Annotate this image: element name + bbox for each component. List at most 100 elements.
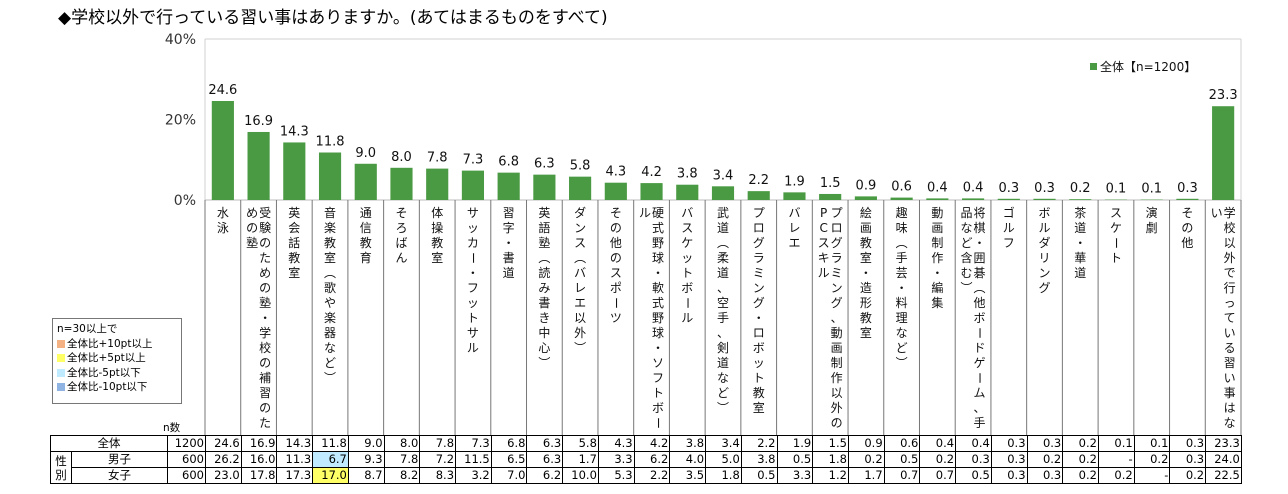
table-cell: 0.5 bbox=[883, 451, 921, 468]
category-label-char: い bbox=[1224, 371, 1236, 385]
category-label-char: 空 bbox=[717, 296, 729, 310]
bar bbox=[247, 131, 270, 200]
category-label-char: ラ bbox=[753, 251, 765, 265]
category-label-char: ボ bbox=[1039, 206, 1051, 220]
table-cell: 6.7 bbox=[312, 451, 349, 468]
category-label-char: 泳 bbox=[217, 221, 229, 235]
table-cell: 5.8 bbox=[562, 435, 599, 452]
category-label-char: 剣 bbox=[717, 341, 729, 355]
category-label-char: 教 bbox=[360, 235, 372, 250]
category-label-char: ツ bbox=[610, 311, 622, 325]
category-label-char: ︵ bbox=[574, 251, 586, 265]
category-label-char: 室 bbox=[324, 250, 336, 265]
category-label-char: 品 bbox=[961, 206, 973, 220]
category-label-char: で bbox=[1224, 266, 1236, 280]
category-label-char: ︶ bbox=[717, 401, 729, 415]
table-cell: 7.3 bbox=[455, 435, 492, 452]
category-label-char: 手 bbox=[717, 311, 729, 325]
category-label-char: な bbox=[961, 221, 973, 235]
category-label-char: 英 bbox=[538, 206, 550, 220]
category-label-char: の bbox=[259, 281, 271, 295]
table-cell: 7.8 bbox=[419, 435, 457, 452]
category-label-char: 英 bbox=[288, 206, 300, 220]
category-label-char: 道 bbox=[1074, 221, 1086, 235]
bar-value-label: 0.1 bbox=[1106, 182, 1127, 197]
category-label-char: 演 bbox=[1146, 205, 1158, 220]
highlight-legend-label: 全体比-10pt以下 bbox=[67, 381, 148, 393]
bar bbox=[426, 168, 449, 200]
category-label-char: ス bbox=[818, 236, 830, 250]
category-label-char: 受 bbox=[259, 206, 271, 220]
category-label-char: 教 bbox=[860, 235, 872, 250]
table-cell: 3.3 bbox=[597, 451, 635, 468]
category-label-char: 道 bbox=[503, 266, 515, 280]
category-label-char: プ bbox=[753, 206, 765, 220]
category-label-char: 習 bbox=[503, 206, 515, 220]
y-tick-label: 0% bbox=[174, 193, 196, 209]
table-cell: 6.2 bbox=[633, 451, 671, 468]
category-label-char: ・ bbox=[652, 266, 664, 280]
category-label-char: ば bbox=[395, 236, 407, 250]
category-label-char: ゴ bbox=[1003, 205, 1015, 220]
category-label-char: の bbox=[259, 236, 271, 250]
highlight-legend-title: n=30以上で bbox=[57, 323, 118, 335]
category-label-char: 球 bbox=[652, 251, 664, 265]
table-cell: 8.2 bbox=[383, 467, 421, 484]
table-cell: 0.2 bbox=[1026, 451, 1064, 468]
table-cell: 0.1 bbox=[1133, 435, 1171, 452]
category-label-char: 動 bbox=[931, 206, 943, 220]
table-cell: 9.3 bbox=[347, 451, 385, 468]
bar-chart: 0% 20% 40% 24.6 16.9 14.3 11.8 9.0 8.0 7.8 7.3 6.8 6… bbox=[165, 32, 1242, 435]
category-label-char: 柔 bbox=[717, 251, 729, 265]
category-label-char: ス bbox=[610, 266, 622, 280]
chart-title: ◆学校以外で行っている習い事はありますか。(あてはまるものをすべて) bbox=[58, 8, 608, 28]
highlight-swatch bbox=[57, 383, 65, 392]
highlight-legend-label: 全体比+10pt以上 bbox=[67, 337, 153, 350]
bar-value-label: 3.4 bbox=[713, 168, 734, 183]
category-label-char: 画 bbox=[931, 221, 943, 235]
table-cell: 6.8 bbox=[490, 435, 528, 452]
category-label-char: 道 bbox=[717, 266, 729, 280]
category-label-char: フ bbox=[1003, 236, 1015, 250]
category-label-char: ポ bbox=[610, 281, 622, 295]
category-label-char: 野 bbox=[652, 311, 664, 325]
bar-value-label: 0.3 bbox=[998, 181, 1019, 196]
category-label-char: バ bbox=[681, 206, 693, 220]
category-label-char: 味 bbox=[896, 221, 908, 235]
table-cell: 4.0 bbox=[669, 451, 707, 468]
category-label-char: 室 bbox=[860, 325, 872, 340]
table-row: 性別男子 600 26.2 16.0 11.3 6.7 9.3 7.8 7.2 11.5 6.5 6.… bbox=[50, 451, 1242, 484]
category-label-char: サ bbox=[467, 326, 479, 340]
category-label-char: 手 bbox=[896, 251, 908, 265]
table-cell: 17.8 bbox=[240, 467, 278, 484]
bar-value-label: 11.8 bbox=[316, 135, 345, 150]
category-label-char: ︵ bbox=[896, 236, 908, 250]
table-cell: 2.2 bbox=[633, 467, 671, 484]
table-cell: 7.0 bbox=[490, 467, 528, 484]
bar-value-label: 7.3 bbox=[463, 153, 484, 168]
bar-value-label: 1.5 bbox=[820, 176, 841, 191]
category-label-char: ー bbox=[973, 372, 987, 384]
table-cell: 8.3 bbox=[419, 467, 457, 484]
category-label-char: 野 bbox=[652, 236, 664, 250]
category-label-char: ラ bbox=[831, 251, 843, 265]
category-label-char: P bbox=[820, 206, 827, 220]
bar bbox=[497, 172, 520, 200]
bar bbox=[211, 100, 234, 200]
category-label-char: ろ bbox=[395, 221, 407, 235]
category-label-char: ロ bbox=[831, 221, 843, 235]
category-label-char: 含 bbox=[961, 250, 973, 265]
bar bbox=[854, 196, 877, 200]
table-cell: 7.8 bbox=[383, 451, 421, 468]
table-cell: 1.8 bbox=[705, 467, 742, 484]
n-cell: 600 bbox=[167, 451, 206, 468]
table-cell: 3.8 bbox=[740, 451, 778, 468]
category-label-char: 塾 bbox=[538, 235, 550, 250]
table-cell: 0.7 bbox=[883, 467, 921, 484]
category-label-char: 道 bbox=[717, 356, 729, 370]
category-label-char: 育 bbox=[360, 250, 372, 265]
category-label-char: 手 bbox=[974, 416, 986, 430]
bar-value-label: 3.8 bbox=[677, 167, 698, 182]
category-label-char: 以 bbox=[831, 386, 843, 400]
category-label-char: 教 bbox=[431, 235, 443, 250]
